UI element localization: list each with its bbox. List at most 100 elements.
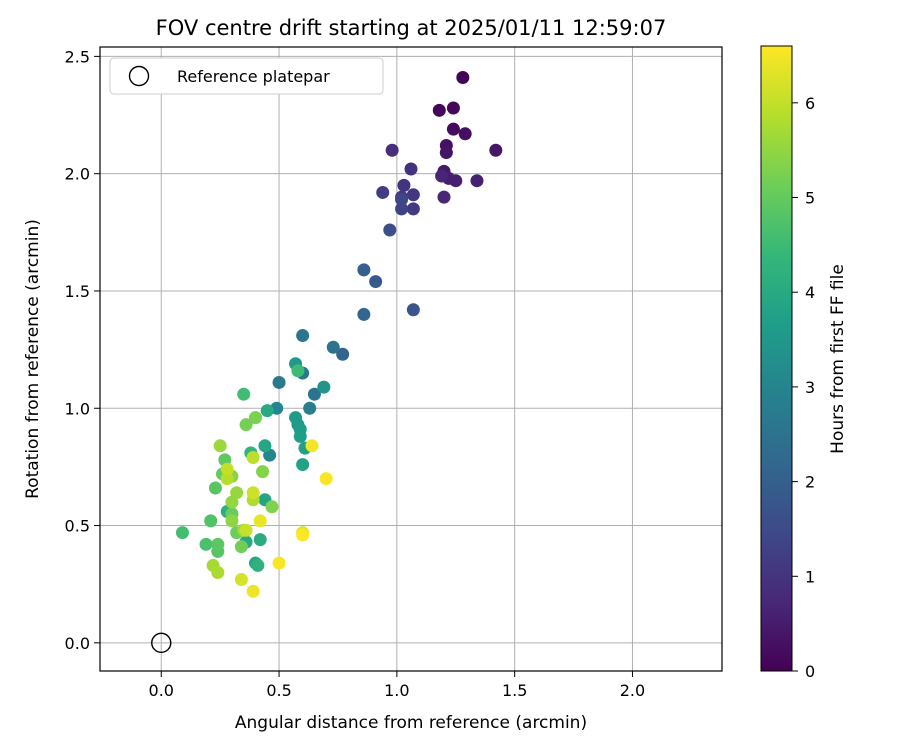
data-point [175,526,189,540]
colorbar-tick-label: 4 [805,283,815,302]
axes: 0.0 0.5 1.0 1.5 2.0 0.0 0.5 1.0 1.5 2.0 2.5 [65,47,646,700]
data-points [151,70,503,654]
data-point [369,275,383,289]
data-point [253,533,267,547]
y-axis-label: Rotation from reference (arcmin) [23,219,43,499]
data-point [446,122,460,136]
y-tick-label: 1.0 [65,399,90,418]
data-point [246,486,260,500]
x-tick-label: 1.0 [384,681,409,700]
data-point [234,540,248,554]
colorbar-label: Hours from first FF file [828,264,848,454]
data-point [397,178,411,192]
data-point [230,486,244,500]
data-point [237,387,251,401]
y-tick-label: 1.5 [65,282,90,301]
data-point [199,537,213,551]
data-point [446,101,460,115]
data-point [376,185,390,199]
data-point [458,127,472,141]
data-point [406,303,420,317]
x-axis-label: Angular distance from reference (arcmin) [235,713,587,733]
data-point [213,439,227,453]
x-tick-label: 2.0 [620,681,645,700]
data-point [435,169,449,183]
data-point [307,387,321,401]
data-point [305,439,319,453]
chart-title: FOV centre drift starting at 2025/01/11 … [156,16,667,40]
data-point [317,380,331,394]
data-point [296,458,310,472]
data-point [239,418,253,432]
data-point [211,565,225,579]
data-point [336,347,350,361]
data-point [246,584,260,598]
data-point [234,573,248,587]
colorbar-gradient [760,45,793,672]
x-tick-label: 0.0 [149,681,174,700]
legend: Reference platepar [109,57,384,95]
plot-frame [99,46,723,672]
colorbar-tick-label: 5 [805,189,815,208]
data-point [296,329,310,343]
data-point [406,188,420,202]
data-point [258,439,272,453]
colorbar: 0 1 2 3 4 5 6 Hours from first FF file [760,45,848,681]
data-point [406,202,420,216]
data-point [272,375,286,389]
colorbar-tick-label: 1 [805,567,815,586]
data-point [439,146,453,160]
data-point [303,401,317,415]
data-point [204,514,218,528]
data-point [272,556,286,570]
colorbar-tick-label: 6 [805,94,815,113]
x-tick-label: 1.5 [502,681,527,700]
data-point [456,70,470,84]
data-point [449,174,463,188]
data-point [357,307,371,321]
data-point [239,523,253,537]
y-tick-label: 0.5 [65,517,90,536]
colorbar-tick-label: 3 [805,378,815,397]
data-point [246,451,260,465]
data-point [256,465,270,479]
data-point [296,528,310,542]
colorbar-ticks: 0 1 2 3 4 5 6 [792,94,815,681]
data-point [220,472,234,486]
x-tick-label: 0.5 [266,681,291,700]
data-point [251,558,265,572]
reference-point [151,632,172,654]
data-point [404,162,418,176]
data-point [211,537,225,551]
data-point [260,404,274,418]
legend-box [109,57,384,95]
data-point [225,514,239,528]
grid-lines [100,47,722,671]
data-point [208,481,222,495]
data-point [249,411,262,425]
legend-reference-label: Reference platepar [177,67,330,86]
y-tick-label: 2.5 [65,47,90,66]
data-point [437,190,451,204]
colorbar-tick-label: 2 [805,473,815,492]
data-point [385,143,399,157]
y-tick-label: 2.0 [65,165,90,184]
data-point [253,514,267,528]
data-point [265,500,279,514]
data-point [319,472,333,486]
data-point [326,340,340,354]
data-point [291,364,305,378]
data-point [293,429,307,443]
data-point [357,263,371,277]
data-point [383,223,397,237]
data-point [489,143,503,157]
data-point [395,202,409,216]
data-point [432,103,446,117]
colorbar-tick-label: 0 [805,662,815,681]
data-point [470,174,484,188]
data-point [395,192,409,206]
legend-reference-marker [128,65,150,87]
data-point [220,462,234,476]
y-tick-label: 0.0 [65,634,90,653]
